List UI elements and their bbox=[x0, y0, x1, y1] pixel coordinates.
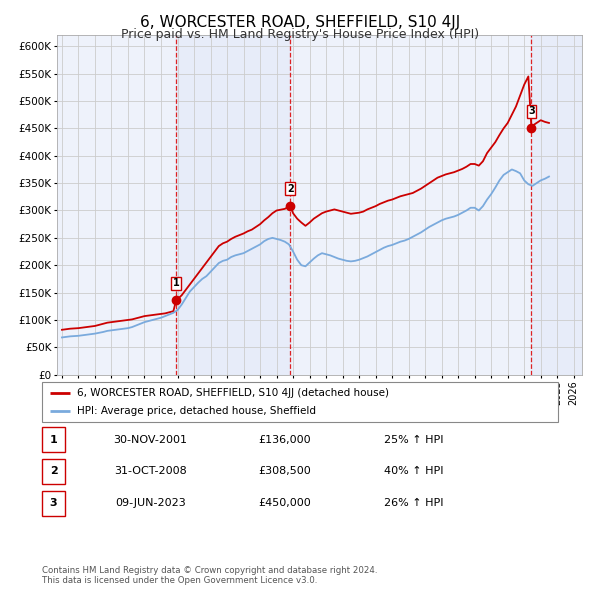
Text: Price paid vs. HM Land Registry's House Price Index (HPI): Price paid vs. HM Land Registry's House … bbox=[121, 28, 479, 41]
Text: 25% ↑ HPI: 25% ↑ HPI bbox=[384, 435, 443, 444]
Text: HPI: Average price, detached house, Sheffield: HPI: Average price, detached house, Shef… bbox=[77, 405, 316, 415]
Text: 09-JUN-2023: 09-JUN-2023 bbox=[115, 499, 186, 508]
Bar bbox=[176, 35, 290, 375]
Text: 3: 3 bbox=[50, 499, 58, 508]
Text: 6, WORCESTER ROAD, SHEFFIELD, S10 4JJ (detached house): 6, WORCESTER ROAD, SHEFFIELD, S10 4JJ (d… bbox=[77, 388, 389, 398]
Text: 26% ↑ HPI: 26% ↑ HPI bbox=[384, 499, 443, 508]
Text: 1: 1 bbox=[50, 435, 58, 444]
Text: 1: 1 bbox=[173, 278, 179, 288]
Bar bbox=[532, 35, 582, 375]
Bar bbox=[42, 427, 65, 453]
Text: 30-NOV-2001: 30-NOV-2001 bbox=[113, 435, 187, 444]
Text: £136,000: £136,000 bbox=[258, 435, 311, 444]
Bar bbox=[42, 458, 65, 484]
Bar bbox=[42, 490, 65, 516]
Text: 6, WORCESTER ROAD, SHEFFIELD, S10 4JJ: 6, WORCESTER ROAD, SHEFFIELD, S10 4JJ bbox=[140, 15, 460, 30]
Text: 31-OCT-2008: 31-OCT-2008 bbox=[114, 467, 187, 476]
Text: £308,500: £308,500 bbox=[258, 467, 311, 476]
Text: 2: 2 bbox=[287, 184, 294, 194]
Text: Contains HM Land Registry data © Crown copyright and database right 2024.
This d: Contains HM Land Registry data © Crown c… bbox=[42, 566, 377, 585]
Text: 3: 3 bbox=[528, 106, 535, 116]
Text: £450,000: £450,000 bbox=[258, 499, 311, 508]
Text: 40% ↑ HPI: 40% ↑ HPI bbox=[384, 467, 443, 476]
Text: 2: 2 bbox=[50, 467, 58, 476]
